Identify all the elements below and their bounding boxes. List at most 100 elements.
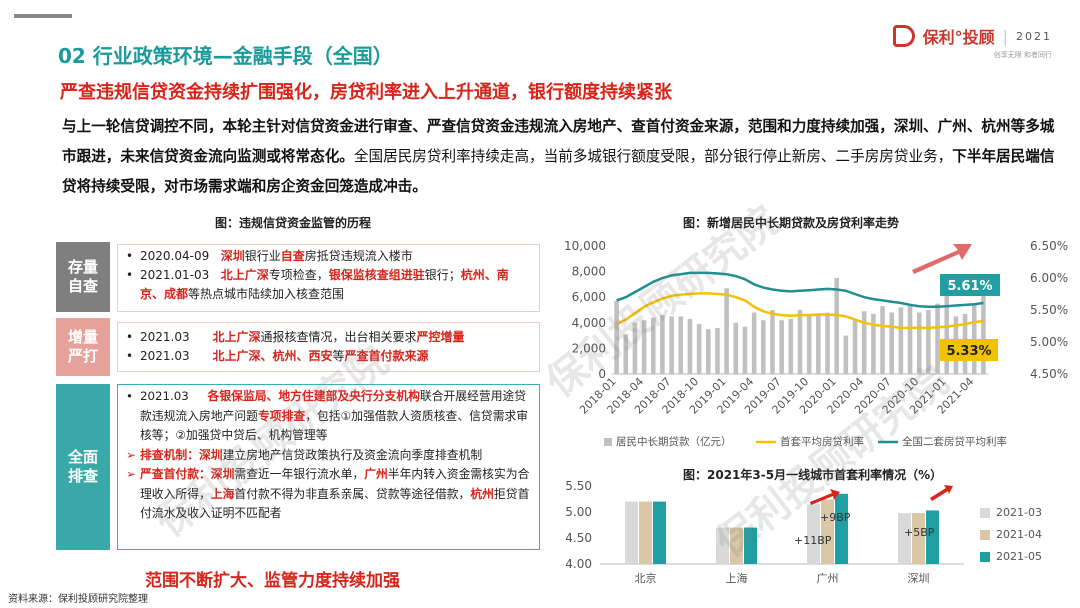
y-left-tick-label: 2,000 <box>572 341 606 355</box>
loan-bar <box>834 278 839 374</box>
loan-bar <box>806 313 812 374</box>
loan-bar <box>678 316 684 374</box>
city-rate-chart: 4.00 4.50 5.00 5.50 北京 上海 广州 深圳 +9BP +11BP +5BP 202… <box>565 479 1042 585</box>
tag-full-investigation: 全面 排查 <box>56 384 110 550</box>
loan-bar <box>623 334 629 374</box>
page-subtitle: 严查违规信贷资金持续扩围强化，房贷利率进入上升通道，银行额度持续紧张 <box>60 82 672 103</box>
timeline-box-increment: • 2021.03 北上广深通报核查情况，出台相关要求严控增量 • 2021.03 … <box>117 322 540 372</box>
loan-bar <box>916 312 922 374</box>
y-tick-label: 4.50 <box>565 531 592 545</box>
loan-bar <box>632 322 638 374</box>
y-tick-label: 5.50 <box>565 479 592 493</box>
y-right-tick-label: 5.00% <box>1030 335 1068 349</box>
loan-bar <box>779 320 784 374</box>
loan-bar <box>761 320 766 374</box>
city-rate-bar <box>744 527 757 564</box>
legend-label-first-home: 首套平均房贷利率 <box>780 435 864 448</box>
intro-text-2: 未来信贷资金流向监测或将常态化。 <box>120 148 354 165</box>
loan-bar <box>880 306 885 374</box>
timeline-item: • 2021.01-03 北上广深专项检查，银保监核查组进驻银行；杭州、南京、成都… <box>126 268 509 301</box>
city-rate-bar <box>807 504 820 564</box>
y-left-tick-label: 10,000 <box>564 239 606 253</box>
city-rate-bar <box>926 510 939 564</box>
loan-chart-title: 图：新增居民中长期贷款及房贷利率走势 <box>683 216 900 230</box>
loan-bar <box>705 329 711 374</box>
y-right-tick-label: 6.50% <box>1030 239 1068 253</box>
timeline-item: • 2021.03 北上广深、杭州、西安等严查首付款来源 <box>126 349 429 363</box>
loan-bar <box>650 317 656 374</box>
tag-stock-self-check: 存量 自查 <box>56 242 110 312</box>
logo-icon <box>892 25 915 47</box>
loan-bar <box>788 318 794 374</box>
intro-paragraph: 与上一轮信贷调控不同，本轮主针对信贷资金进行审查、严查信贷资金违规流入房地产、查… <box>62 112 1067 202</box>
arrow-up-icon <box>810 489 840 505</box>
arrow-up-icon <box>930 485 953 501</box>
loan-bar <box>669 316 674 374</box>
city-rate-bar <box>912 513 925 564</box>
x-tick-label: 上海 <box>726 571 748 585</box>
annotation-first-home-rate: 5.33% <box>946 344 991 359</box>
loan-bar <box>944 281 950 374</box>
legend-swatch-loan <box>604 438 612 446</box>
timeline-item: • 2021.03 各银保监局、地方住建部及央行分支机构联合开展经营用途贷款违规流… <box>126 389 529 442</box>
loan-bar <box>660 315 665 374</box>
loan-bar <box>935 303 940 374</box>
loan-bar <box>724 288 729 374</box>
first-home-rate-line <box>616 292 984 330</box>
loan-bar <box>770 310 775 374</box>
y-tick-label: 5.00 <box>565 505 592 519</box>
second-home-rate-line <box>616 271 984 309</box>
x-tick-label: 深圳 <box>908 572 930 585</box>
accent-bar <box>14 14 72 18</box>
loan-bar <box>898 307 904 374</box>
brand-logo: 保利°投顾 | 2021 创享无限 和者同行 <box>892 24 1052 59</box>
y-right-tick-label: 6.00% <box>1030 271 1068 285</box>
y-left-tick-label: 0 <box>598 367 606 381</box>
y-left-tick-label: 8,000 <box>572 265 606 279</box>
loan-bar <box>843 335 849 374</box>
loan-bar <box>926 310 931 374</box>
city-rate-bar <box>625 501 638 564</box>
tag-increment-crackdown: 增量 严打 <box>56 318 110 376</box>
x-tick-label: 北京 <box>635 571 657 585</box>
loan-bar <box>889 312 895 374</box>
logo-year: 2021 <box>1016 29 1052 43</box>
intro-text-1: 与上一轮信贷调控不同，本轮主针对信贷资金进行审查、严查信贷资金违规流入房地产、查… <box>62 118 1055 165</box>
loan-bar <box>696 324 702 374</box>
loan-bar <box>907 306 913 374</box>
logo-tagline: 创享无限 和者同行 <box>993 51 1052 59</box>
loan-bar <box>816 315 821 374</box>
loan-bar <box>687 318 693 374</box>
loan-rate-chart: 0 2,000 4,000 6,000 8,000 10,000 4.50% 5.00% 5.5… <box>564 239 1068 448</box>
legend-label: 2021-04 <box>996 528 1042 541</box>
city-rate-bar <box>898 513 911 564</box>
timeline-box-stock: • 2020.04-09 深圳银行业自查房抵贷违规流入楼市 • 2021.01-03… <box>117 244 540 312</box>
legend-label: 2021-03 <box>996 506 1042 519</box>
timeline-box-full: • 2021.03 各银保监局、地方住建部及央行分支机构联合开展经营用途贷款违规流… <box>117 384 540 550</box>
annotation-box-first-home <box>940 339 998 361</box>
legend-swatch <box>980 508 990 518</box>
city-rate-bar <box>835 493 848 564</box>
loan-bar <box>751 312 757 374</box>
legend-label: 2021-05 <box>996 550 1042 563</box>
legend-label-loan: 居民中长期贷款（亿元） <box>616 435 732 448</box>
y-right-tick-label: 5.50% <box>1030 303 1068 317</box>
x-tick-label: 广州 <box>817 572 839 585</box>
logo-name: 保利°投顾 <box>922 28 995 47</box>
loan-bar <box>871 313 876 374</box>
timeline-item: • 2020.04-09 深圳银行业自查房抵贷违规流入楼市 <box>126 249 413 263</box>
trend-arrow-icon <box>912 244 972 274</box>
annotation-box-second-home <box>940 274 1000 296</box>
city-rate-bar <box>730 527 743 564</box>
timeline-figure-title: 图：违规信贷资金监管的历程 <box>215 216 372 230</box>
legend-swatch <box>980 552 990 562</box>
y-right-tick-label: 4.50% <box>1030 367 1068 381</box>
legend-swatch <box>980 530 990 540</box>
loan-bar <box>641 320 647 374</box>
loan-bar <box>797 310 803 374</box>
loan-bar <box>861 311 867 374</box>
timeline-item: ➢ 严查首付款：深圳需查近一年银行流水单，广州半年内转入资金需核实为合理收入所得，… <box>126 467 530 520</box>
timeline-conclusion: 范围不断扩大、监管力度持续加强 <box>145 571 400 591</box>
loan-bar <box>825 312 830 374</box>
city-rate-bar <box>821 499 834 564</box>
